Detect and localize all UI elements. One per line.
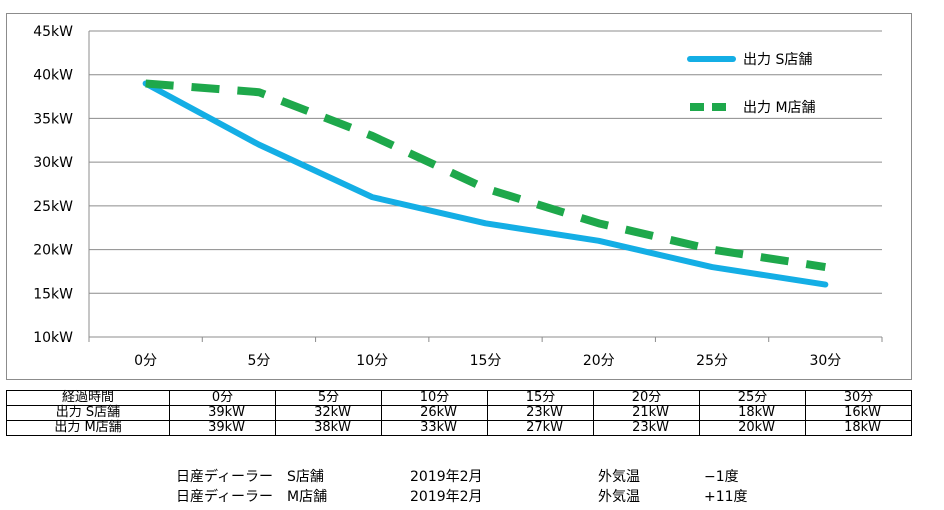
- table-header-cell: 0分: [169, 390, 276, 406]
- note-temp: +11度: [704, 489, 748, 505]
- table-cell: 23kW: [593, 420, 700, 436]
- table-row: 出力 M店舗 39kW 38kW 33kW 27kW 23kW 20kW 18k…: [6, 420, 912, 436]
- legend-label: 出力 S店舗: [743, 52, 812, 68]
- y-tick-label: 30kW: [33, 155, 73, 171]
- x-tick-label: 30分: [809, 353, 841, 369]
- x-tick-label: 15分: [470, 353, 502, 369]
- x-tick-label: 20分: [583, 353, 615, 369]
- series-line-m-store: [145, 79, 826, 272]
- note-date: 2019年2月: [410, 469, 483, 485]
- x-tick-label: 10分: [356, 353, 388, 369]
- legend-label: 出力 M店舗: [743, 100, 816, 116]
- table-cell: 33kW: [381, 420, 488, 436]
- note-dealer: 日産ディーラー S店舗: [176, 469, 324, 485]
- x-tick-label: 5分: [247, 353, 270, 369]
- table-cell: 23kW: [487, 405, 594, 421]
- chart-plot: 10kW 15kW 20kW 25kW 30kW 35kW 40kW 45kW 0分 5分 10分 1…: [33, 24, 883, 369]
- y-tick-label: 40kW: [33, 68, 73, 84]
- note-date: 2019年2月: [410, 489, 483, 505]
- table-cell: 38kW: [275, 420, 382, 436]
- x-tick-label: 0分: [134, 353, 157, 369]
- y-tick-label: 35kW: [33, 111, 73, 127]
- y-tick-label: 45kW: [33, 24, 73, 40]
- table-cell: 21kW: [593, 405, 700, 421]
- table-cell: 27kW: [487, 420, 594, 436]
- note-dealer: 日産ディーラー M店舗: [176, 489, 328, 505]
- table-header-row: 経過時間 0分 5分 10分 15分 20分 25分 30分: [6, 390, 912, 406]
- table-header-cell: 10分: [381, 390, 488, 406]
- note-temp: −1度: [704, 469, 739, 485]
- table-cell: 16kW: [805, 405, 912, 421]
- table-cell: 18kW: [805, 420, 912, 436]
- x-tick-label: 25分: [696, 353, 728, 369]
- note-temp-label: 外気温: [598, 469, 640, 485]
- table-header-cell: 経過時間: [6, 390, 170, 406]
- table-cell: 39kW: [169, 405, 276, 421]
- table-cell: 39kW: [169, 420, 276, 436]
- table-row-label: 出力 M店舗: [6, 420, 170, 436]
- table-cell: 32kW: [275, 405, 382, 421]
- table-header-cell: 20分: [593, 390, 700, 406]
- y-tick-label: 25kW: [33, 199, 73, 215]
- series-line-s-store: [142, 80, 829, 288]
- table-header-cell: 25分: [699, 390, 806, 406]
- table-cell: 26kW: [381, 405, 488, 421]
- table-row: 出力 S店舗 39kW 32kW 26kW 23kW 21kW 18kW 16k…: [6, 405, 912, 421]
- y-tick-label: 10kW: [33, 330, 73, 346]
- table-header-cell: 5分: [275, 390, 382, 406]
- data-table: 経過時間 0分 5分 10分 15分 20分 25分 30分 出力 S店舗 39…: [6, 390, 912, 436]
- y-tick-label: 20kW: [33, 243, 73, 259]
- table-cell: 18kW: [699, 405, 806, 421]
- table-row-label: 出力 S店舗: [6, 405, 170, 421]
- note-temp-label: 外気温: [598, 489, 640, 505]
- line-chart: 10kW 15kW 20kW 25kW 30kW 35kW 40kW 45kW 0分 5分 10分 1…: [6, 13, 912, 380]
- table-header-cell: 30分: [805, 390, 912, 406]
- table-header-cell: 15分: [487, 390, 594, 406]
- y-tick-label: 15kW: [33, 286, 73, 302]
- table-cell: 20kW: [699, 420, 806, 436]
